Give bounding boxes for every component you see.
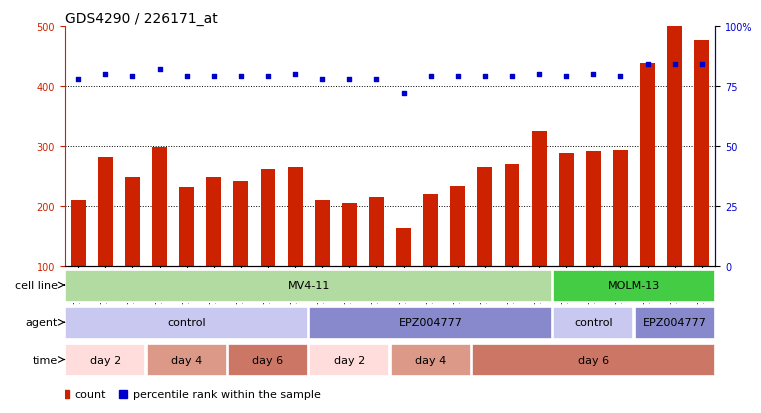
Bar bbox=[206, 178, 221, 326]
Text: day 2: day 2 bbox=[334, 355, 365, 365]
Point bbox=[235, 74, 247, 81]
Bar bbox=[553, 307, 633, 339]
Point bbox=[560, 74, 572, 81]
Bar bbox=[640, 64, 655, 326]
Point bbox=[587, 71, 600, 78]
Bar bbox=[147, 344, 227, 376]
Point bbox=[452, 74, 464, 81]
Text: day 4: day 4 bbox=[415, 355, 446, 365]
Point bbox=[343, 76, 355, 83]
Point bbox=[180, 74, 193, 81]
Text: MV4-11: MV4-11 bbox=[288, 280, 330, 290]
Text: control: control bbox=[167, 318, 206, 328]
Text: control: control bbox=[574, 318, 613, 328]
Text: count: count bbox=[75, 389, 106, 399]
Bar bbox=[553, 270, 715, 302]
Bar bbox=[396, 229, 411, 326]
Bar bbox=[559, 154, 574, 326]
Bar bbox=[309, 307, 552, 339]
Bar bbox=[613, 151, 628, 326]
Bar bbox=[694, 41, 709, 326]
Bar bbox=[65, 307, 308, 339]
Point bbox=[289, 71, 301, 78]
Bar bbox=[477, 168, 492, 326]
Text: GDS4290 / 226171_at: GDS4290 / 226171_at bbox=[65, 12, 218, 26]
Bar bbox=[315, 200, 330, 326]
Point bbox=[479, 74, 491, 81]
Point bbox=[72, 76, 84, 83]
Bar bbox=[342, 204, 357, 326]
Point bbox=[669, 62, 681, 69]
Point bbox=[506, 74, 518, 81]
Text: day 6: day 6 bbox=[578, 355, 609, 365]
Bar bbox=[71, 200, 86, 326]
Text: day 2: day 2 bbox=[90, 355, 121, 365]
Point bbox=[696, 62, 708, 69]
Bar bbox=[288, 168, 303, 326]
Bar bbox=[65, 270, 552, 302]
Bar bbox=[505, 164, 520, 326]
Text: EPZ004777: EPZ004777 bbox=[399, 318, 463, 328]
Point bbox=[642, 62, 654, 69]
Point bbox=[371, 76, 383, 83]
Bar bbox=[667, 27, 682, 326]
Bar bbox=[98, 158, 113, 326]
Bar bbox=[309, 344, 390, 376]
Text: time: time bbox=[33, 355, 58, 365]
Point bbox=[397, 90, 409, 97]
Point bbox=[425, 74, 437, 81]
Bar bbox=[586, 152, 600, 326]
Point bbox=[154, 66, 166, 73]
Bar bbox=[180, 188, 194, 326]
Bar bbox=[65, 344, 145, 376]
Point bbox=[99, 71, 111, 78]
Bar bbox=[390, 344, 471, 376]
Point bbox=[262, 74, 274, 81]
Bar bbox=[125, 178, 140, 326]
Bar bbox=[228, 344, 308, 376]
Text: EPZ004777: EPZ004777 bbox=[643, 318, 707, 328]
Bar bbox=[152, 148, 167, 326]
Text: agent: agent bbox=[26, 318, 58, 328]
Point bbox=[614, 74, 626, 81]
Bar bbox=[635, 307, 715, 339]
Bar bbox=[369, 197, 384, 326]
Bar bbox=[423, 195, 438, 326]
Bar bbox=[532, 132, 546, 326]
Bar bbox=[472, 344, 715, 376]
Bar bbox=[234, 182, 248, 326]
Point bbox=[533, 71, 545, 78]
Text: MOLM-13: MOLM-13 bbox=[608, 280, 660, 290]
Text: day 6: day 6 bbox=[253, 355, 284, 365]
Text: day 4: day 4 bbox=[171, 355, 202, 365]
Point bbox=[208, 74, 220, 81]
Bar bbox=[260, 169, 275, 326]
Text: percentile rank within the sample: percentile rank within the sample bbox=[133, 389, 321, 399]
Bar bbox=[451, 187, 465, 326]
Point bbox=[316, 76, 328, 83]
Text: cell line: cell line bbox=[15, 280, 58, 290]
Point bbox=[126, 74, 139, 81]
